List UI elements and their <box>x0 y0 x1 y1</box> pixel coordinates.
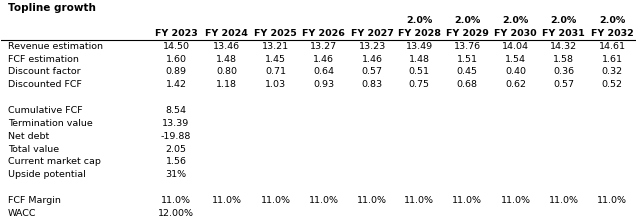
Text: 13.23: 13.23 <box>358 42 386 51</box>
Text: 1.58: 1.58 <box>553 55 574 64</box>
Text: 12.00%: 12.00% <box>158 209 194 218</box>
Text: 0.64: 0.64 <box>314 67 334 76</box>
Text: -19.88: -19.88 <box>161 132 191 141</box>
Text: Total value: Total value <box>8 145 59 154</box>
Text: Revenue estimation: Revenue estimation <box>8 42 103 51</box>
Text: 11.0%: 11.0% <box>260 196 291 205</box>
Text: 11.0%: 11.0% <box>161 196 191 205</box>
Text: 0.93: 0.93 <box>313 80 334 89</box>
Text: 11.0%: 11.0% <box>212 196 242 205</box>
Text: 13.49: 13.49 <box>406 42 433 51</box>
Text: FCF estimation: FCF estimation <box>8 55 79 64</box>
Text: 11.0%: 11.0% <box>357 196 387 205</box>
Text: 0.57: 0.57 <box>362 67 383 76</box>
Text: FCF Margin: FCF Margin <box>8 196 61 205</box>
Text: 1.03: 1.03 <box>265 80 286 89</box>
Text: 13.21: 13.21 <box>262 42 289 51</box>
Text: Cumulative FCF: Cumulative FCF <box>8 106 83 115</box>
Text: 1.60: 1.60 <box>165 55 186 64</box>
Text: 2.0%: 2.0% <box>502 16 529 25</box>
Text: 0.80: 0.80 <box>216 67 237 76</box>
Text: 0.75: 0.75 <box>408 80 429 89</box>
Text: 0.62: 0.62 <box>505 80 526 89</box>
Text: Discount factor: Discount factor <box>8 67 81 76</box>
Text: Current market cap: Current market cap <box>8 157 100 166</box>
Text: 8.54: 8.54 <box>165 106 186 115</box>
Text: Net debt: Net debt <box>8 132 49 141</box>
Text: 1.56: 1.56 <box>165 157 186 166</box>
Text: FY 2024: FY 2024 <box>205 29 248 38</box>
Text: 13.76: 13.76 <box>454 42 481 51</box>
Text: 14.04: 14.04 <box>502 42 529 51</box>
Text: 11.0%: 11.0% <box>452 196 483 205</box>
Text: 13.39: 13.39 <box>163 119 189 128</box>
Text: FY 2028: FY 2028 <box>397 29 440 38</box>
Text: 1.48: 1.48 <box>408 55 429 64</box>
Text: 1.45: 1.45 <box>265 55 286 64</box>
Text: FY 2031: FY 2031 <box>542 29 585 38</box>
Text: 1.46: 1.46 <box>362 55 383 64</box>
Text: 1.61: 1.61 <box>602 55 623 64</box>
Text: 1.46: 1.46 <box>314 55 334 64</box>
Text: FY 2026: FY 2026 <box>302 29 345 38</box>
Text: 0.83: 0.83 <box>362 80 383 89</box>
Text: 1.48: 1.48 <box>216 55 237 64</box>
Text: 0.68: 0.68 <box>457 80 477 89</box>
Text: Discounted FCF: Discounted FCF <box>8 80 82 89</box>
Text: FY 2032: FY 2032 <box>591 29 634 38</box>
Text: 14.61: 14.61 <box>598 42 625 51</box>
Text: FY 2027: FY 2027 <box>351 29 394 38</box>
Text: 2.0%: 2.0% <box>406 16 432 25</box>
Text: 0.89: 0.89 <box>165 67 186 76</box>
Text: 0.52: 0.52 <box>602 80 623 89</box>
Text: 13.27: 13.27 <box>310 42 337 51</box>
Text: 13.46: 13.46 <box>213 42 240 51</box>
Text: 14.32: 14.32 <box>550 42 577 51</box>
Text: 1.51: 1.51 <box>457 55 477 64</box>
Text: Topline growth: Topline growth <box>8 3 95 13</box>
Text: 0.36: 0.36 <box>553 67 574 76</box>
Text: 2.0%: 2.0% <box>454 16 481 25</box>
Text: 31%: 31% <box>165 170 186 179</box>
Text: 11.0%: 11.0% <box>309 196 339 205</box>
Text: FY 2025: FY 2025 <box>254 29 297 38</box>
Text: 11.0%: 11.0% <box>548 196 579 205</box>
Text: FY 2030: FY 2030 <box>494 29 537 38</box>
Text: 0.45: 0.45 <box>457 67 477 76</box>
Text: 2.0%: 2.0% <box>550 16 577 25</box>
Text: 1.42: 1.42 <box>165 80 186 89</box>
Text: 14.50: 14.50 <box>163 42 189 51</box>
Text: 11.0%: 11.0% <box>597 196 627 205</box>
Text: 0.40: 0.40 <box>505 67 526 76</box>
Text: 11.0%: 11.0% <box>404 196 434 205</box>
Text: FY 2023: FY 2023 <box>154 29 197 38</box>
Text: Upside potential: Upside potential <box>8 170 86 179</box>
Text: 0.51: 0.51 <box>408 67 429 76</box>
Text: 1.54: 1.54 <box>505 55 526 64</box>
Text: 2.05: 2.05 <box>165 145 186 154</box>
Text: 0.57: 0.57 <box>553 80 574 89</box>
Text: 2.0%: 2.0% <box>599 16 625 25</box>
Text: 1.18: 1.18 <box>216 80 237 89</box>
Text: 0.32: 0.32 <box>602 67 623 76</box>
Text: FY 2029: FY 2029 <box>446 29 489 38</box>
Text: 0.71: 0.71 <box>265 67 286 76</box>
Text: WACC: WACC <box>8 209 36 218</box>
Text: Termination value: Termination value <box>8 119 93 128</box>
Text: 11.0%: 11.0% <box>500 196 531 205</box>
